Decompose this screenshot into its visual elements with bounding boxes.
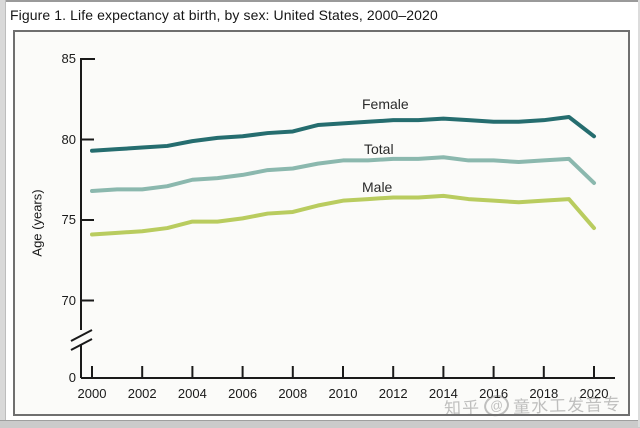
page-edge-left (0, 0, 6, 427)
x-tick-label-2016: 2016 (479, 386, 509, 401)
y-tick-label-0: 0 (68, 370, 76, 385)
x-tick-label-2018: 2018 (529, 386, 559, 401)
x-tick-label-2010: 2010 (328, 386, 358, 401)
x-tick-label-2008: 2008 (278, 386, 308, 401)
series-label-male: Male (362, 179, 393, 195)
x-tick-label-2012: 2012 (378, 386, 408, 401)
page-edge-top (0, 0, 640, 2)
watermark-handle: 童水工发音专 (512, 394, 622, 417)
x-tick-label-2004: 2004 (177, 386, 207, 401)
x-tick-label-2014: 2014 (428, 386, 458, 401)
figure-title: Figure 1. Life expectancy at birth, by s… (10, 7, 438, 23)
watermark-site-name: 知乎 (443, 398, 481, 419)
page-edge-bottom (0, 420, 640, 428)
x-tick-label-2002: 2002 (127, 386, 157, 401)
y-tick-label-80: 80 (61, 131, 76, 147)
y-tick-label-75: 75 (61, 212, 76, 227)
x-tick-label-2000: 2000 (77, 386, 107, 401)
series-label-total: Total (364, 141, 394, 157)
x-tick-label-2006: 2006 (228, 386, 258, 401)
x-tick-label-2020: 2020 (579, 386, 609, 401)
chart-frame (13, 30, 630, 416)
watermark-at-icon: @ (481, 392, 512, 419)
y-tick-label-85: 85 (61, 51, 76, 66)
page-edge-right (638, 0, 640, 427)
series-label-female: Female (362, 96, 409, 112)
watermark: 知乎 @ 童水工发音专 (444, 382, 637, 425)
y-axis-title: Age (years) (29, 189, 45, 257)
y-tick-label-70: 70 (61, 292, 76, 308)
